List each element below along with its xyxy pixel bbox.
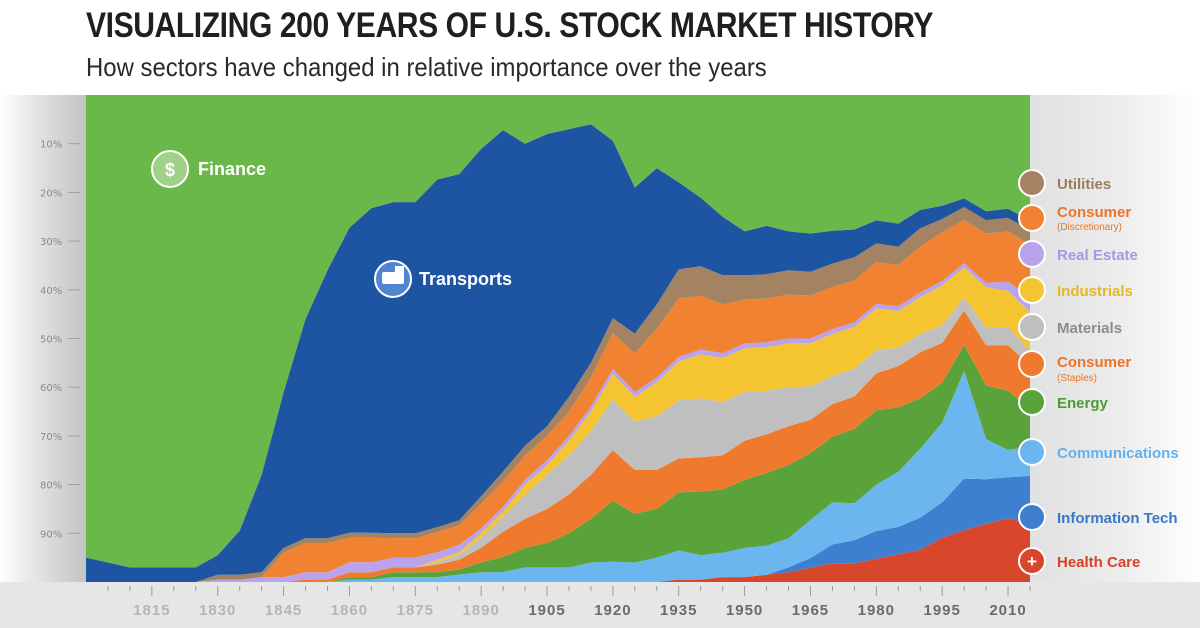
x-tick-label: 1890 — [462, 602, 499, 619]
x-tick-label: 1905 — [528, 602, 565, 619]
x-tick-label: 2010 — [989, 602, 1026, 619]
faucet-icon — [1018, 169, 1046, 197]
chart-subtitle: How sectors have changed in relative imp… — [86, 52, 767, 82]
x-tick-label: 1965 — [792, 602, 829, 619]
legend-item-consumer-staples: Consumer (Staples) — [1018, 350, 1131, 384]
lightning-icon — [1018, 388, 1046, 416]
y-tick-label: 70% — [40, 432, 62, 443]
legend-label-information-tech: Information Tech — [1057, 510, 1178, 527]
finance-label: Finance — [198, 159, 266, 179]
right-axis-band — [1030, 95, 1200, 582]
legend-label-utilities: Utilities — [1057, 176, 1111, 193]
x-tick-label: 1935 — [660, 602, 697, 619]
area-real-estate — [86, 263, 1030, 582]
transports-label: Transports — [419, 269, 512, 289]
legend-item-utilities: Utilities — [1018, 169, 1111, 197]
legend-sublabel-discretionary: (Discretionary) — [1057, 222, 1122, 233]
area-energy — [86, 345, 1030, 582]
satellite-icon — [1018, 438, 1046, 466]
y-tick-label: 40% — [40, 286, 62, 297]
area-consumer-staples — [86, 310, 1030, 582]
legend-item-real-estate: Real Estate — [1018, 240, 1138, 268]
x-tick-label: 1845 — [265, 602, 302, 619]
x-tick-label: 1830 — [199, 602, 236, 619]
x-tick-label: 1875 — [397, 602, 434, 619]
legend: Utilities Consumer (Discretionary) Real … — [1018, 169, 1179, 575]
legend-label-materials: Materials — [1057, 320, 1122, 337]
diamond-icon — [1018, 313, 1046, 341]
transports-annotation: Transports — [374, 260, 512, 298]
y-tick-label: 90% — [40, 529, 62, 540]
legend-label-industrials: Industrials — [1057, 283, 1133, 300]
finance-annotation: $ Finance — [151, 150, 266, 188]
shopping-cart-icon — [1018, 350, 1046, 378]
legend-item-information-tech: Information Tech — [1018, 503, 1178, 531]
x-tick-label: 1950 — [726, 602, 763, 619]
chip-icon — [1018, 503, 1046, 531]
chart-title: VISUALIZING 200 YEARS OF U.S. STOCK MARK… — [86, 6, 934, 45]
y-tick-label: 80% — [40, 481, 62, 492]
money-bag-icon — [151, 150, 189, 188]
y-tick-label: 50% — [40, 335, 62, 346]
area-consumer-discretionary — [86, 220, 1030, 582]
x-tick-label: 1860 — [331, 602, 368, 619]
medical-cross-symbol: + — [1027, 552, 1037, 571]
y-tick-label: 30% — [40, 237, 62, 248]
x-tick-label: 1980 — [858, 602, 895, 619]
legend-label-consumer-discretionary: Consumer — [1057, 204, 1131, 221]
x-tick-label: 1815 — [133, 602, 170, 619]
area-transports — [86, 124, 1030, 582]
y-tick-label: 20% — [40, 188, 62, 199]
medical-cross-icon — [1018, 547, 1046, 575]
legend-label-energy: Energy — [1057, 395, 1109, 412]
area-layers — [86, 95, 1030, 582]
y-tick-label: 10% — [40, 140, 62, 151]
legend-label-real-estate: Real Estate — [1057, 247, 1138, 264]
legend-item-consumer-discretionary: Consumer (Discretionary) — [1018, 204, 1131, 233]
legend-item-communications: Communications — [1018, 438, 1179, 466]
legend-item-industrials: Industrials — [1018, 276, 1133, 304]
legend-item-health-care: + Health Care — [1018, 547, 1140, 575]
bank-building-icon — [1018, 240, 1046, 268]
locomotive-body — [382, 272, 404, 284]
area-industrials — [86, 267, 1030, 582]
area-finance — [86, 95, 1030, 568]
locomotive-cab — [395, 266, 404, 273]
legend-label-health-care: Health Care — [1057, 554, 1140, 571]
legend-item-materials: Materials — [1018, 313, 1122, 341]
area-health-care — [86, 518, 1030, 582]
legend-sublabel-staples: (Staples) — [1057, 373, 1097, 384]
money-bag-symbol: $ — [165, 160, 175, 180]
x-tick-label: 1920 — [594, 602, 631, 619]
x-tick-label: 1995 — [923, 602, 960, 619]
factory-icon — [1018, 204, 1046, 232]
bottom-axis-band — [0, 582, 1200, 628]
legend-label-consumer-staples: Consumer — [1057, 354, 1131, 371]
legend-item-energy: Energy — [1018, 388, 1109, 416]
legend-label-communications: Communications — [1057, 445, 1179, 462]
y-axis-ticks: 10% 20% 30% 40% 50% 60% 70% 80% 90% — [40, 140, 80, 540]
x-axis-ticks: 1815 1830 1845 1860 1875 1890 1905 1920 1935 1950… — [107, 586, 1031, 619]
factory-icon — [1018, 276, 1046, 304]
y-tick-label: 60% — [40, 383, 62, 394]
